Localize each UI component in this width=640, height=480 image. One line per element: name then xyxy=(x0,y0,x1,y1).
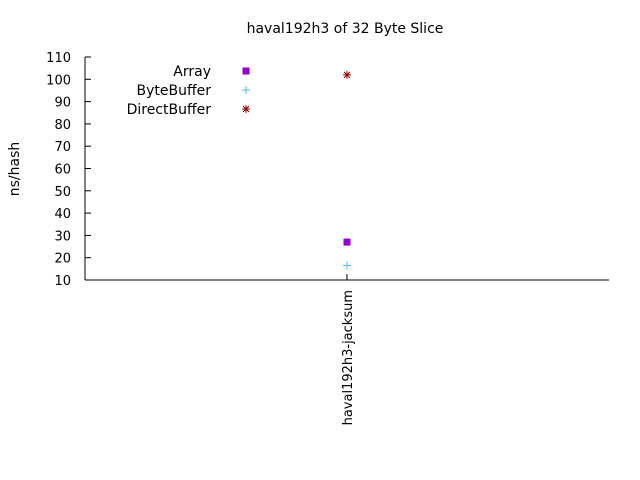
y-tick-label: 70 xyxy=(54,140,71,155)
data-point xyxy=(343,261,351,270)
chart-title: haval192h3 of 32 Byte Slice xyxy=(247,21,444,37)
legend-label: ByteBuffer xyxy=(137,83,212,99)
data-point xyxy=(343,70,351,79)
y-axis-title: ns/hash xyxy=(7,142,23,197)
y-tick-label: 60 xyxy=(54,163,71,178)
legend-marker xyxy=(242,67,250,75)
y-tick-label: 90 xyxy=(54,96,71,111)
y-tick-label: 10 xyxy=(54,274,71,289)
legend-marker xyxy=(242,105,250,113)
y-tick-label: 110 xyxy=(46,51,71,66)
y-tick-label: 50 xyxy=(54,185,71,200)
y-tick-label: 20 xyxy=(54,252,71,267)
y-axis-ticks: 10 20 30 40 50 60 70 80 90 100 110 xyxy=(46,51,91,289)
legend-label: DirectBuffer xyxy=(127,102,212,118)
legend: Array ByteBuffer DirectBuffer xyxy=(127,64,250,118)
data-points xyxy=(343,70,351,270)
legend-marker xyxy=(242,86,250,94)
y-tick-label: 80 xyxy=(54,118,71,133)
y-tick-label: 100 xyxy=(46,73,71,88)
y-tick-label: 30 xyxy=(54,229,71,244)
legend-label: Array xyxy=(173,64,211,80)
x-axis-ticks: haval192h3-jacksum xyxy=(341,274,356,425)
data-point xyxy=(343,238,351,246)
x-tick-label: haval192h3-jacksum xyxy=(341,290,356,425)
y-tick-label: 40 xyxy=(54,207,71,222)
